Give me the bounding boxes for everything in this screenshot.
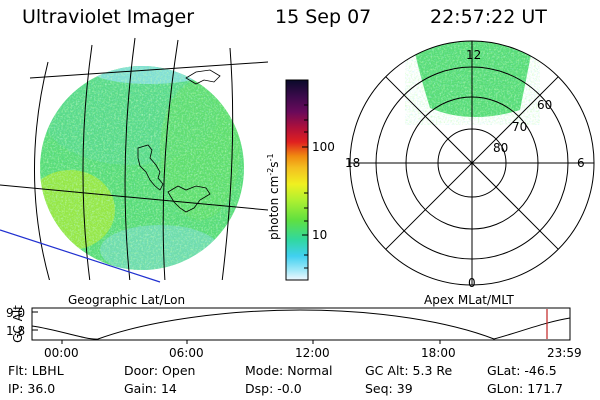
- altitude-xtick-4: 23:59: [547, 346, 582, 360]
- altitude-xtick-1: 06:00: [169, 346, 204, 360]
- status-mode: Mode: Normal: [245, 363, 333, 378]
- polar-panel-caption: Apex MLat/MLT: [424, 293, 514, 307]
- altitude-xtick-2: 12:00: [295, 346, 330, 360]
- colorbar-tick-100: 100: [312, 140, 335, 154]
- colorbar: [285, 79, 309, 281]
- status-flt: Flt: LBHL: [8, 363, 64, 378]
- mlt-label-0: 0: [468, 276, 476, 290]
- status-ip: IP: 36.0: [8, 381, 56, 396]
- status-dsp: Dsp: -0.0: [245, 381, 302, 396]
- mlt-label-12: 12: [466, 48, 482, 62]
- status-door: Door: Open: [124, 363, 196, 378]
- status-glat: GLat: -46.5: [487, 363, 557, 378]
- coastline: [137, 69, 221, 213]
- status-seq: Seq: 39: [365, 381, 413, 396]
- colorbar-unit-label: photon cm-2s-1: [266, 153, 281, 240]
- altitude-ytick-low: 1.8: [6, 324, 26, 338]
- image-date: 15 Sep 07: [275, 6, 372, 28]
- mlt-label-18: 18: [345, 156, 361, 170]
- status-gain: Gain: 14: [124, 381, 177, 396]
- image-time: 22:57:22 UT: [430, 6, 547, 28]
- status-gc-alt: GC Alt: 5.3 Re: [365, 363, 453, 378]
- instrument-title: Ultraviolet Imager: [22, 6, 195, 28]
- mlt-label-6: 6: [577, 156, 585, 170]
- lat-label-80: 80: [493, 141, 509, 155]
- status-glon: GLon: 171.7: [487, 381, 563, 396]
- lat-label-70: 70: [512, 120, 528, 134]
- polar-plot: [349, 40, 595, 286]
- altitude-plot: [31, 307, 571, 344]
- colorbar-tick-10: 10: [312, 228, 328, 242]
- earth-disk-image: [40, 66, 244, 270]
- terminator-line: [0, 229, 161, 283]
- altitude-xtick-3: 18:00: [421, 346, 456, 360]
- altitude-curve: [31, 309, 571, 340]
- geo-grid: [0, 37, 268, 280]
- altitude-ytick-high: 9.0: [6, 306, 26, 320]
- lat-label-60: 60: [537, 98, 553, 112]
- altitude-xtick-0: 00:00: [44, 346, 79, 360]
- geo-panel-caption: Geographic Lat/Lon: [68, 293, 186, 307]
